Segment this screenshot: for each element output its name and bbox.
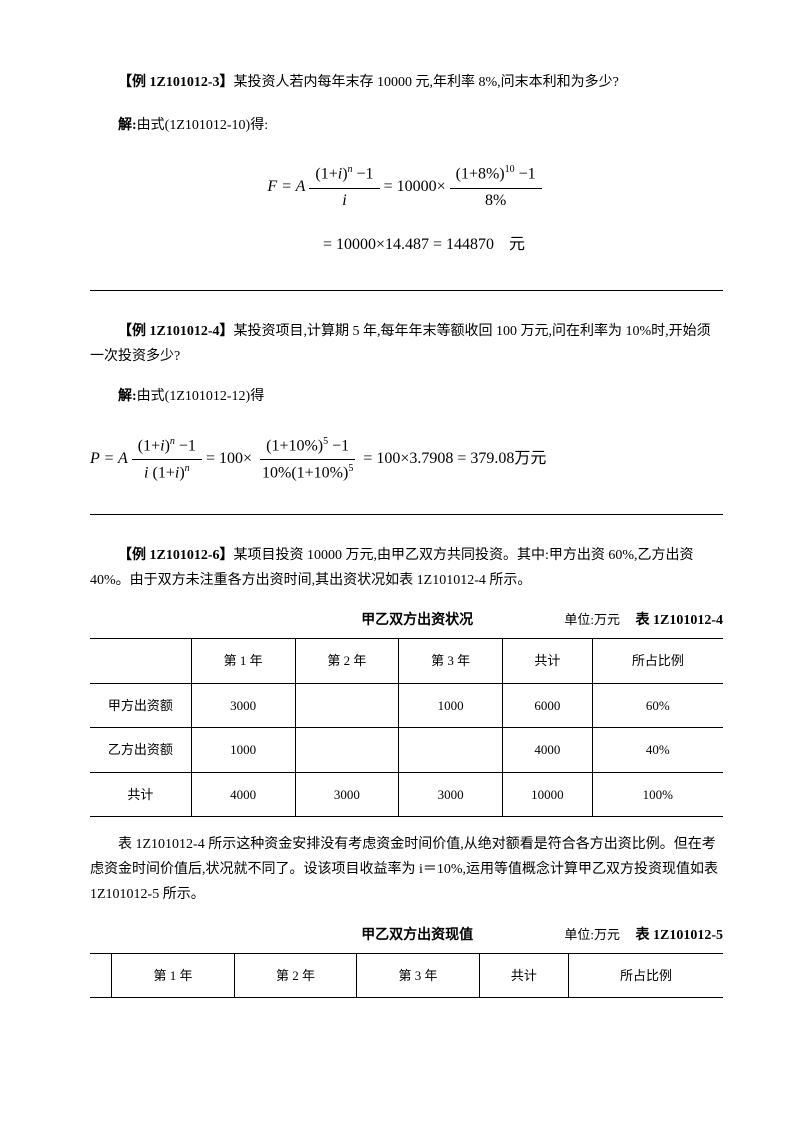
table-cell: 3000: [295, 772, 399, 816]
table-header-cell: 第 2 年: [234, 953, 357, 997]
table-cell: 甲方出资额: [90, 683, 191, 727]
table-header-row: 第 1 年 第 2 年 第 3 年 共计 所占比例: [90, 953, 723, 997]
table-cell: 6000: [503, 683, 593, 727]
example3-formula: F = A (1+i)n −1 i = 10000× (1+8%)10 −1 8…: [90, 163, 723, 260]
formula-line-1: F = A (1+i)n −1 i = 10000× (1+8%)10 −1 8…: [90, 163, 723, 211]
formula-lhs: F = A: [267, 173, 305, 202]
solution-ref: 由式(1Z101012-10)得:: [137, 118, 268, 133]
table-header-cell: 第 2 年: [295, 639, 399, 683]
table-cell: 4000: [503, 728, 593, 772]
formula-line-2: = 10000×14.487 = 144870 元: [90, 231, 723, 260]
divider-2: [90, 514, 723, 515]
example4-header: 【例 1Z101012-4】某投资项目,计算期 5 年,每年年末等额收回 100…: [90, 319, 723, 369]
divider-1: [90, 290, 723, 291]
formula-eq2: = 100×3.7908 = 379.08万元: [363, 445, 546, 474]
solution-ref: 由式(1Z101012-12)得: [137, 389, 265, 404]
table-cell: 4000: [191, 772, 295, 816]
formula-frac1: (1+i)n −1 i (1+i)n: [132, 435, 202, 484]
table-cell: 乙方出资额: [90, 728, 191, 772]
table-cell: 3000: [399, 772, 503, 816]
table-header-cell: 第 3 年: [399, 639, 503, 683]
example3-label: 【例 1Z101012-3】: [118, 75, 234, 90]
example3-header: 【例 1Z101012-3】某投资人若内每年末存 10000 元,年利率 8%,…: [90, 70, 723, 95]
formula-eq1: = 10000×: [384, 173, 446, 202]
formula-lhs: P = A: [90, 445, 128, 474]
formula-frac1: (1+i)n −1 i: [309, 163, 379, 211]
table-cell: 1000: [191, 728, 295, 772]
table-header-cell: 共计: [479, 953, 568, 997]
table-header-row: 第 1 年 第 2 年 第 3 年 共计 所占比例: [90, 639, 723, 683]
table-cell: 3000: [191, 683, 295, 727]
example3-question: 某投资人若内每年末存 10000 元,年利率 8%,问末本利和为多少?: [234, 75, 619, 90]
middle-paragraph: 表 1Z101012-4 所示这种资金安排没有考虑资金时间价值,从绝对额看是符合…: [90, 832, 723, 908]
table1-title: 甲乙双方出资状况: [90, 608, 564, 633]
table-cell: [399, 728, 503, 772]
example4-solution-line: 解:由式(1Z101012-12)得: [90, 384, 723, 409]
example4-label: 【例 1Z101012-4】: [118, 324, 234, 339]
table-cell: 60%: [592, 683, 723, 727]
table-header-cell: 共计: [503, 639, 593, 683]
formula-result: = 10000×14.487 = 144870: [323, 231, 494, 260]
table2-unit-ref: 单位:万元 表 1Z101012-5: [564, 923, 723, 948]
example4-formula: P = A (1+i)n −1 i (1+i)n = 100× (1+10%)5…: [90, 435, 723, 484]
table-header-cell: 所占比例: [592, 639, 723, 683]
formula-frac2: (1+10%)5 −1 10%(1+10%)5: [256, 435, 359, 484]
table-header-cell: 第 3 年: [357, 953, 480, 997]
table-cell: 100%: [592, 772, 723, 816]
table2-title: 甲乙双方出资现值: [90, 923, 564, 948]
formula-frac2: (1+8%)10 −1 8%: [450, 163, 542, 211]
table-cell: [295, 683, 399, 727]
table-cell: 共计: [90, 772, 191, 816]
table-row: 甲方出资额 3000 1000 6000 60%: [90, 683, 723, 727]
solution-label: 解:: [118, 389, 137, 404]
table2: 第 1 年 第 2 年 第 3 年 共计 所占比例: [90, 953, 723, 998]
table-cell: [295, 728, 399, 772]
table-row: 乙方出资额 1000 4000 40%: [90, 728, 723, 772]
formula-eq1: = 100×: [206, 445, 252, 474]
table1-title-row: 甲乙双方出资状况 单位:万元 表 1Z101012-4: [90, 608, 723, 633]
table-header-cell: [90, 639, 191, 683]
table-cell: 1000: [399, 683, 503, 727]
example6-label: 【例 1Z101012-6】: [118, 548, 234, 563]
table-cell: 40%: [592, 728, 723, 772]
table1-unit-ref: 单位:万元 表 1Z101012-4: [564, 608, 723, 633]
example6-header: 【例 1Z101012-6】某项目投资 10000 万元,由甲乙双方共同投资。其…: [90, 543, 723, 593]
table-cell: 10000: [503, 772, 593, 816]
example3-solution-line: 解:由式(1Z101012-10)得:: [90, 113, 723, 138]
table-header-cell: [90, 953, 112, 997]
solution-label: 解:: [118, 118, 137, 133]
table1: 第 1 年 第 2 年 第 3 年 共计 所占比例 甲方出资额 3000 100…: [90, 638, 723, 817]
table-row: 共计 4000 3000 3000 10000 100%: [90, 772, 723, 816]
table-header-cell: 所占比例: [569, 953, 723, 997]
table-header-cell: 第 1 年: [112, 953, 235, 997]
formula-unit: 元: [509, 231, 525, 260]
table2-title-row: 甲乙双方出资现值 单位:万元 表 1Z101012-5: [90, 923, 723, 948]
table-header-cell: 第 1 年: [191, 639, 295, 683]
